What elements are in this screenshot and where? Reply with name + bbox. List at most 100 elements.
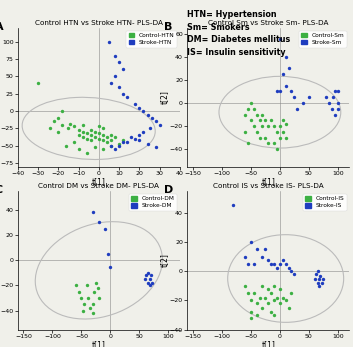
Point	[332, 88, 338, 94]
Point	[80, 308, 85, 313]
Point	[104, 135, 110, 140]
Point	[294, 106, 300, 111]
Y-axis label: t[2]: t[2]	[160, 90, 168, 104]
Point	[289, 290, 294, 296]
Point	[277, 88, 283, 94]
Point	[315, 280, 321, 286]
Point	[149, 280, 155, 286]
Point	[79, 295, 84, 301]
Point	[248, 309, 254, 315]
Point	[248, 118, 254, 123]
Point	[254, 301, 259, 306]
Point	[280, 257, 286, 262]
Point	[128, 135, 134, 140]
Point	[105, 251, 110, 257]
Point	[283, 261, 288, 267]
Point	[92, 129, 97, 135]
Point	[315, 269, 321, 274]
Point	[318, 273, 323, 278]
Point	[263, 295, 268, 300]
Point	[257, 118, 262, 123]
Point	[280, 71, 286, 77]
Point	[91, 289, 97, 295]
Point	[271, 123, 277, 129]
Point	[286, 265, 291, 271]
Point	[251, 290, 257, 296]
Point	[263, 135, 268, 141]
Point	[108, 81, 114, 86]
Point	[80, 135, 85, 140]
Point	[73, 283, 78, 288]
Point	[112, 74, 118, 79]
Point	[265, 123, 271, 129]
Point	[245, 261, 251, 267]
Point	[248, 315, 254, 321]
Point	[82, 302, 87, 307]
Point	[147, 126, 152, 131]
Point	[90, 210, 96, 215]
Point	[335, 88, 341, 94]
Point	[59, 108, 65, 114]
Point	[268, 118, 274, 123]
Point	[313, 271, 319, 277]
Point	[120, 91, 126, 96]
Point	[84, 130, 90, 136]
Point	[245, 106, 251, 111]
Point	[88, 128, 94, 133]
Point	[283, 83, 288, 88]
Point	[112, 146, 118, 152]
Point	[242, 112, 248, 117]
Point	[277, 301, 283, 306]
Point	[148, 273, 154, 278]
Point	[102, 226, 107, 231]
Point	[137, 137, 142, 143]
Point	[72, 124, 77, 129]
Point	[289, 269, 294, 274]
Point	[90, 311, 96, 316]
Point	[116, 143, 122, 149]
Point	[330, 94, 336, 100]
Point	[145, 142, 150, 147]
Point	[283, 121, 288, 127]
Point	[104, 139, 110, 145]
Point	[335, 106, 341, 111]
Point	[260, 254, 265, 259]
Point	[125, 94, 130, 100]
Title: Control IS vs Stroke IS- PLS-DA: Control IS vs Stroke IS- PLS-DA	[213, 183, 324, 189]
Point	[263, 246, 268, 252]
Point	[92, 144, 97, 150]
Point	[265, 257, 271, 262]
Point	[96, 124, 102, 129]
Point	[120, 137, 126, 143]
Point	[317, 283, 322, 289]
Point	[332, 112, 338, 117]
Point	[108, 137, 114, 143]
Point	[257, 295, 262, 300]
Point	[145, 280, 151, 286]
Point	[265, 286, 271, 291]
Point	[319, 280, 324, 286]
Point	[283, 135, 288, 141]
Point	[268, 261, 274, 267]
Legend: Control-DM, Stroke-DM: Control-DM, Stroke-DM	[129, 194, 177, 211]
Point	[277, 286, 283, 291]
Point	[116, 60, 122, 65]
Point	[68, 121, 73, 126]
Point	[90, 302, 96, 307]
Point	[87, 305, 93, 311]
Text: D: D	[164, 185, 174, 195]
Point	[153, 144, 158, 150]
Point	[142, 277, 148, 282]
Point	[329, 106, 335, 111]
Text: C: C	[0, 185, 3, 195]
Point	[125, 139, 130, 145]
Point	[141, 129, 146, 135]
Point	[254, 112, 259, 117]
Point	[144, 273, 149, 278]
Point	[108, 133, 114, 138]
Point	[52, 119, 57, 124]
Point	[260, 305, 265, 311]
X-axis label: t[1]: t[1]	[261, 177, 275, 186]
Point	[96, 295, 102, 301]
Point	[306, 94, 312, 100]
